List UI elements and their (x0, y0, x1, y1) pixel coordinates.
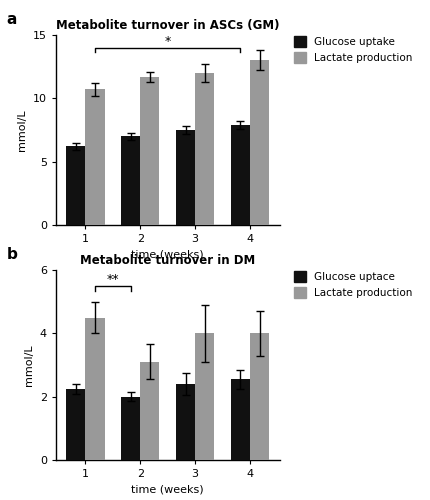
Text: a: a (7, 12, 17, 27)
Legend: Glucose uptake, Lactate production: Glucose uptake, Lactate production (294, 36, 413, 64)
Bar (140, 77, 160, 225)
Bar (140, 362, 160, 460)
Bar (195, 73, 215, 225)
Text: **: ** (107, 273, 119, 286)
Bar (195, 334, 215, 460)
Text: b: b (7, 247, 18, 262)
Bar (66, 146, 85, 225)
Bar (121, 136, 140, 225)
Bar (231, 380, 250, 460)
X-axis label: time (weeks): time (weeks) (132, 484, 204, 494)
Bar (176, 130, 195, 225)
Bar (231, 125, 250, 225)
Bar (66, 389, 85, 460)
Bar (176, 384, 195, 460)
Title: Metabolite turnover in ASCs (GM): Metabolite turnover in ASCs (GM) (56, 20, 280, 32)
X-axis label: time (weeks): time (weeks) (132, 250, 204, 260)
Y-axis label: mmol/L: mmol/L (24, 344, 34, 386)
Text: *: * (165, 34, 171, 48)
Bar (85, 90, 104, 225)
Title: Metabolite turnover in DM: Metabolite turnover in DM (80, 254, 255, 268)
Legend: Glucose uptace, Lactate production: Glucose uptace, Lactate production (294, 272, 413, 298)
Bar (121, 396, 140, 460)
Bar (250, 60, 269, 225)
Y-axis label: mmol/L: mmol/L (17, 109, 28, 151)
Bar (250, 334, 269, 460)
Bar (85, 318, 104, 460)
